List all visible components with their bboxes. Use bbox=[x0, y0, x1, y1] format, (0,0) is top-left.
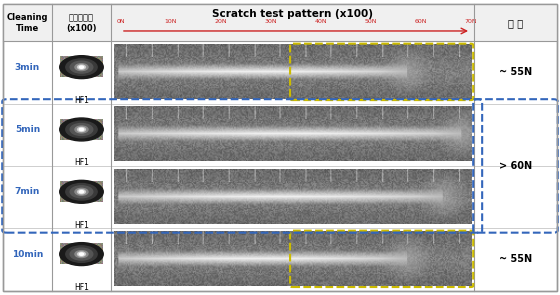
Text: Cleaning
Time: Cleaning Time bbox=[7, 13, 48, 32]
Text: HF1: HF1 bbox=[74, 158, 89, 168]
Circle shape bbox=[78, 127, 85, 132]
Text: 30N: 30N bbox=[265, 19, 277, 24]
Text: 5min: 5min bbox=[15, 125, 40, 134]
Circle shape bbox=[75, 251, 88, 258]
Circle shape bbox=[75, 188, 88, 195]
Text: 50N: 50N bbox=[365, 19, 377, 24]
Circle shape bbox=[75, 126, 88, 133]
Text: 40N: 40N bbox=[315, 19, 327, 24]
Circle shape bbox=[70, 186, 93, 198]
Circle shape bbox=[80, 191, 83, 193]
Circle shape bbox=[80, 66, 83, 68]
Text: 압흔테스트
(x100): 압흔테스트 (x100) bbox=[66, 13, 97, 32]
Text: HF1: HF1 bbox=[74, 221, 89, 230]
Text: 70N: 70N bbox=[465, 19, 477, 24]
Bar bbox=[111, 4, 474, 41]
Text: 10N: 10N bbox=[165, 19, 177, 24]
Text: ~ 55N: ~ 55N bbox=[499, 68, 532, 78]
Text: 0N: 0N bbox=[116, 19, 125, 24]
Circle shape bbox=[70, 124, 93, 135]
Text: 20N: 20N bbox=[214, 19, 227, 24]
Text: 결 과: 결 과 bbox=[508, 18, 523, 28]
Circle shape bbox=[80, 128, 83, 131]
Text: 3min: 3min bbox=[15, 63, 40, 72]
Text: 60N: 60N bbox=[415, 19, 427, 24]
Text: HF1: HF1 bbox=[74, 96, 89, 105]
Text: 10min: 10min bbox=[12, 250, 43, 259]
Circle shape bbox=[66, 121, 97, 138]
Circle shape bbox=[60, 180, 103, 203]
Circle shape bbox=[60, 56, 103, 78]
Bar bbox=[474, 4, 557, 41]
Text: Scratch test pattern (x100): Scratch test pattern (x100) bbox=[212, 9, 373, 19]
Circle shape bbox=[60, 118, 103, 141]
Circle shape bbox=[66, 59, 97, 76]
Bar bbox=[52, 4, 111, 41]
Circle shape bbox=[66, 246, 97, 262]
Circle shape bbox=[78, 252, 85, 256]
Text: > 60N: > 60N bbox=[499, 161, 532, 171]
Circle shape bbox=[70, 61, 93, 73]
Text: 7min: 7min bbox=[15, 187, 40, 196]
Circle shape bbox=[75, 64, 88, 71]
Circle shape bbox=[78, 190, 85, 194]
Circle shape bbox=[78, 65, 85, 69]
Circle shape bbox=[80, 253, 83, 255]
Circle shape bbox=[66, 183, 97, 200]
Text: ~ 55N: ~ 55N bbox=[499, 254, 532, 264]
Circle shape bbox=[60, 243, 103, 266]
Bar bbox=[3, 4, 52, 41]
Text: HF1: HF1 bbox=[74, 283, 89, 292]
Circle shape bbox=[70, 248, 93, 260]
